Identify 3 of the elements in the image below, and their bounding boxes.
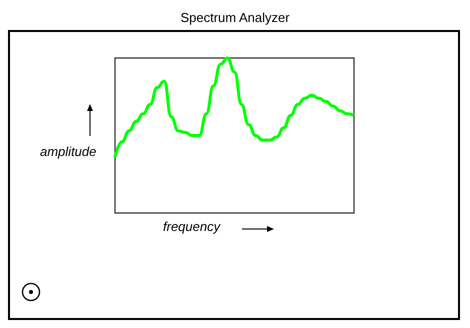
y-axis-title: amplitude <box>40 144 96 159</box>
chart-title: Spectrum Analyzer <box>180 10 290 25</box>
x-axis-title: frequency <box>163 219 222 234</box>
